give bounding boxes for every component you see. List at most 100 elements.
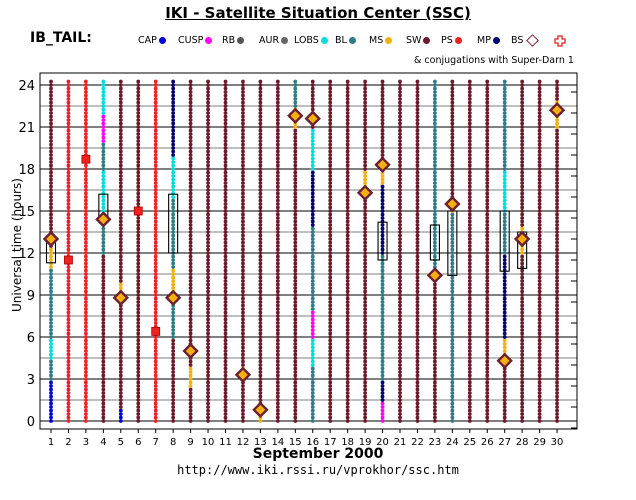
region-dot	[136, 419, 141, 423]
region-dot	[328, 135, 333, 140]
region-dot	[223, 366, 228, 371]
region-dot	[171, 93, 176, 98]
region-dot	[310, 146, 315, 150]
region-dot	[328, 181, 333, 185]
region-dot	[101, 97, 106, 101]
region-dot	[66, 268, 71, 273]
region-dot	[275, 401, 280, 406]
region-segment-sw	[118, 303, 123, 409]
region-dot	[241, 100, 245, 105]
region-dot	[206, 97, 210, 101]
region-dot	[223, 317, 228, 322]
region-dot	[275, 184, 280, 189]
region-dot	[118, 359, 123, 364]
region-dot	[241, 177, 245, 182]
region-dot	[188, 237, 193, 241]
region-dot	[467, 331, 472, 336]
region-dot	[153, 398, 158, 402]
region-dot	[502, 104, 507, 108]
region-dot	[275, 128, 280, 133]
day-column-2	[66, 79, 71, 423]
region-dot	[293, 377, 298, 381]
region-dot	[345, 317, 350, 322]
source-url[interactable]: http://www.iki.rssi.ru/vprokhor/ssc.htm	[177, 463, 459, 477]
region-dot	[520, 149, 525, 154]
region-dot	[118, 212, 123, 217]
region-dot	[293, 93, 298, 98]
region-dot	[66, 107, 71, 112]
region-dot	[485, 261, 490, 266]
region-dot	[328, 195, 333, 199]
region-dot	[118, 156, 123, 161]
region-dot	[206, 419, 210, 423]
region-dot	[258, 352, 263, 357]
region-dot	[258, 174, 263, 178]
region-dot	[153, 356, 158, 360]
region-dot	[275, 345, 280, 350]
bow-shock-marker	[95, 211, 112, 228]
region-dot	[153, 345, 158, 350]
region-dot	[241, 314, 245, 318]
region-dot	[363, 307, 367, 311]
region-dot	[223, 251, 228, 255]
region-dot	[258, 247, 263, 252]
region-dot	[153, 387, 158, 392]
region-dot	[49, 317, 53, 322]
region-dot	[258, 279, 263, 283]
region-dot	[258, 240, 263, 245]
region-dot	[555, 405, 559, 409]
region-dot	[223, 373, 228, 378]
x-tick-label: 28	[516, 437, 529, 448]
region-dot	[84, 90, 88, 94]
region-dot	[363, 391, 367, 395]
region-dot	[537, 233, 542, 238]
region-dot	[502, 142, 507, 147]
region-dot	[275, 279, 280, 283]
region-dot	[223, 412, 228, 416]
region-dot	[345, 251, 350, 255]
region-dot	[433, 300, 437, 304]
region-dot	[467, 216, 472, 220]
region-dot	[520, 118, 525, 122]
region-dot	[101, 86, 106, 91]
region-dot	[520, 258, 525, 262]
region-dot	[153, 153, 158, 157]
region-dot	[467, 261, 472, 266]
region-dot	[502, 167, 507, 171]
region-dot	[241, 153, 245, 157]
region-dot	[171, 356, 176, 360]
region-dot	[380, 384, 385, 388]
day-column-16	[310, 79, 315, 423]
region-dot	[171, 282, 176, 287]
region-dot	[206, 181, 210, 185]
region-dot	[293, 149, 298, 154]
region-dot	[188, 265, 193, 269]
region-dot	[450, 230, 455, 234]
region-dot	[485, 356, 490, 360]
region-dot	[188, 128, 193, 133]
region-dot	[502, 279, 507, 283]
region-dot	[520, 156, 525, 161]
region-dot	[363, 223, 367, 227]
region-dot	[380, 128, 385, 133]
region-dot	[537, 338, 542, 343]
region-dot	[66, 272, 71, 276]
region-dot	[415, 160, 420, 164]
region-dot	[415, 384, 420, 388]
region-dot	[136, 233, 141, 238]
region-dot	[345, 230, 350, 234]
region-dot	[380, 391, 385, 395]
region-dot	[49, 86, 53, 91]
region-dot	[310, 230, 315, 234]
region-dot	[380, 79, 385, 84]
region-dot	[188, 216, 193, 220]
region-dot	[153, 359, 158, 364]
region-dot	[502, 387, 507, 392]
region-dot	[84, 345, 88, 350]
region-dot	[363, 405, 367, 409]
region-dot	[537, 258, 542, 262]
region-dot	[49, 373, 53, 378]
region-dot	[206, 307, 210, 311]
region-dot	[258, 258, 263, 262]
region-dot	[502, 342, 507, 346]
